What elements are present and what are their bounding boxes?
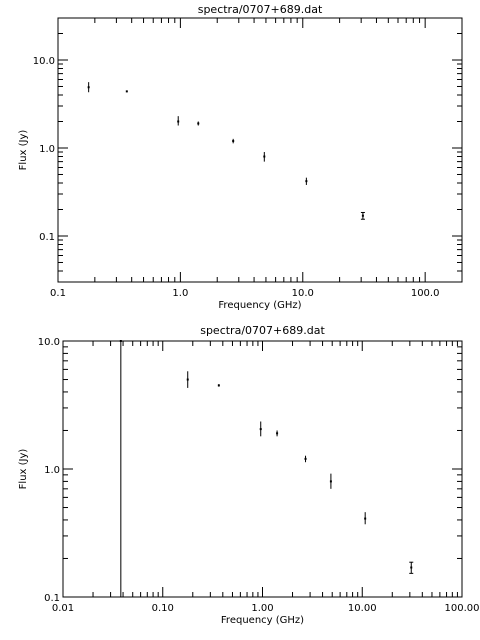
chart-panel-2: spectra/0707+689.dat 0.01 0.10 1.00 10.00 100… (18, 324, 480, 626)
x-tick-label: 0.01 (52, 603, 74, 614)
data-point (119, 340, 122, 342)
x-tick-label: 10.00 (348, 603, 377, 614)
data-point (197, 122, 200, 125)
data-point (263, 155, 266, 158)
chart-title: spectra/0707+689.dat (198, 3, 323, 16)
plot-frame (62, 340, 463, 598)
y-tick-label: 10.0 (33, 56, 55, 67)
y-axis-label: Flux (Jy) (18, 130, 29, 171)
data-point (410, 566, 413, 569)
data-point (304, 457, 307, 460)
data-point (329, 480, 332, 483)
y-tick-label: 0.1 (44, 593, 60, 604)
x-tick-label: 10.0 (292, 288, 314, 299)
y-tick-label: 1.0 (44, 465, 60, 476)
data-point (259, 428, 262, 431)
plot-frame (57, 17, 463, 283)
x-tick-label: 100.00 (445, 603, 480, 614)
data-point (364, 517, 367, 520)
data-point (125, 90, 128, 93)
x-tick-label: 100.0 (411, 288, 440, 299)
data-point (217, 384, 220, 387)
x-tick-label: 1.0 (172, 288, 188, 299)
x-axis-label: Frequency (GHz) (221, 615, 304, 626)
chart-title: spectra/0707+689.dat (200, 324, 325, 337)
data-point (186, 378, 189, 381)
x-axis-label: Frequency (GHz) (218, 300, 301, 311)
y-axis-label: Flux (Jy) (18, 449, 29, 490)
y-tick-label: 1.0 (39, 144, 55, 155)
x-tick-label: 0.1 (50, 288, 66, 299)
data-point (276, 432, 279, 435)
data-point (361, 214, 364, 217)
x-tick-label: 1.00 (251, 603, 273, 614)
data-point (232, 140, 235, 143)
y-tick-label: 10.0 (38, 337, 60, 348)
data-point (177, 120, 180, 123)
data-point (87, 86, 90, 89)
y-tick-label: 0.1 (39, 232, 55, 243)
data-point (305, 180, 308, 183)
x-tick-label: 0.10 (152, 603, 174, 614)
chart-panel-1: spectra/0707+689.dat 0.1 1.0 10.0 100.0 0.1 1.… (18, 3, 463, 311)
